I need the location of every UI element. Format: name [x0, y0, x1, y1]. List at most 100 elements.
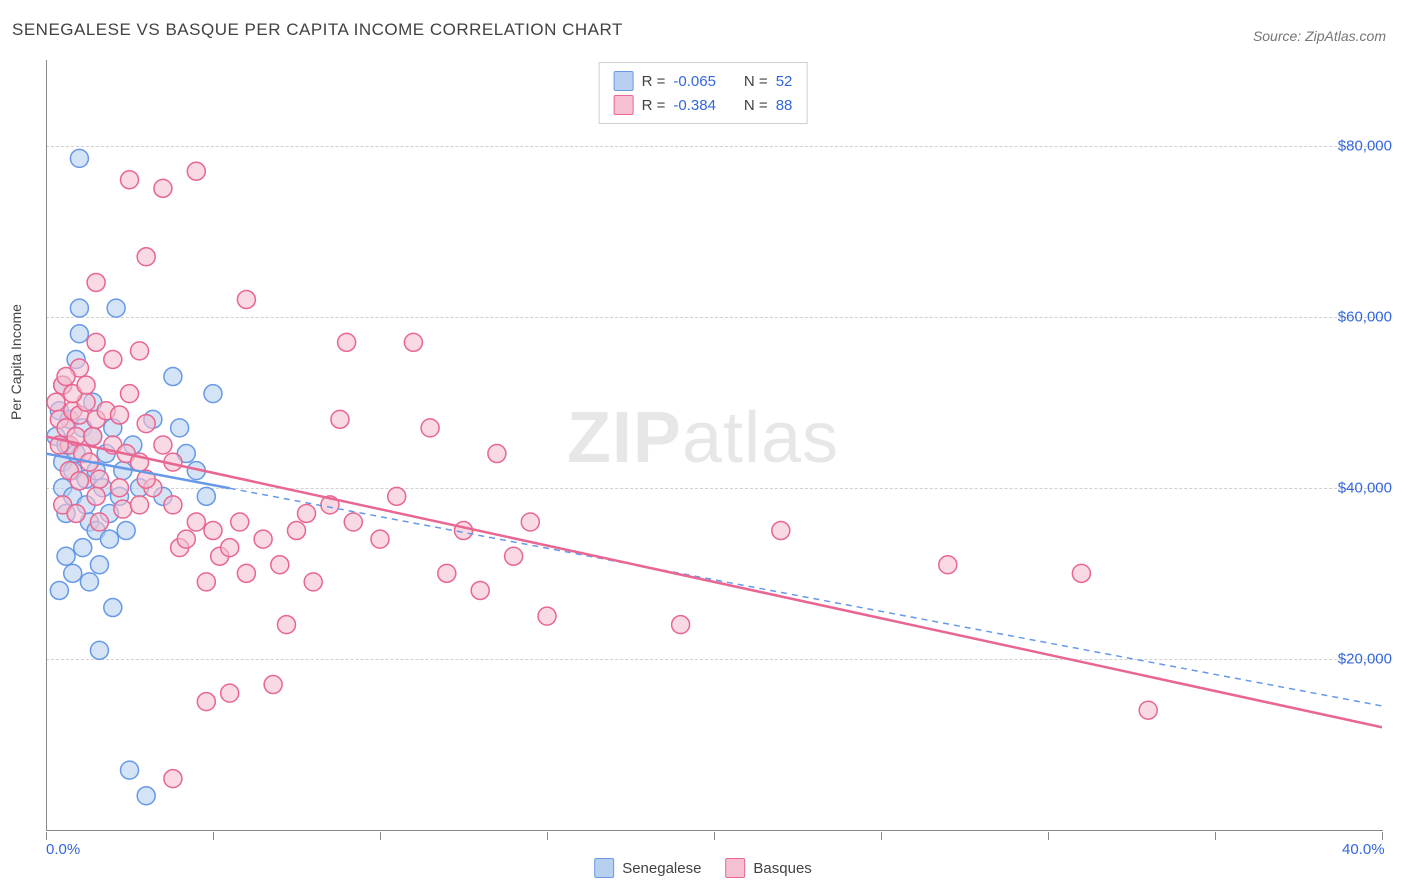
x-tick-label: 40.0% — [1342, 841, 1385, 858]
scatter-point — [121, 761, 139, 779]
y-axis-label: Per Capita Income — [8, 304, 24, 420]
legend-row: R = -0.384 N = 88 — [614, 93, 793, 117]
scatter-point — [80, 573, 98, 591]
scatter-point — [90, 556, 108, 574]
scatter-point — [237, 564, 255, 582]
scatter-point — [177, 530, 195, 548]
scatter-point — [131, 342, 149, 360]
scatter-point — [298, 504, 316, 522]
scatter-point — [371, 530, 389, 548]
legend-r-value: -0.384 — [673, 97, 716, 114]
scatter-point — [137, 787, 155, 805]
scatter-point — [107, 299, 125, 317]
trend-line-extrapolated — [230, 488, 1382, 706]
scatter-point — [117, 522, 135, 540]
scatter-point — [100, 530, 118, 548]
scatter-point — [438, 564, 456, 582]
scatter-point — [197, 573, 215, 591]
scatter-point — [110, 406, 128, 424]
legend-label: Basques — [753, 860, 811, 877]
scatter-point — [114, 500, 132, 518]
legend-label: Senegalese — [622, 860, 701, 877]
scatter-point — [538, 607, 556, 625]
scatter-point — [204, 385, 222, 403]
legend-correlation: R = -0.065 N = 52 R = -0.384 N = 88 — [599, 62, 808, 124]
legend-item: Basques — [725, 858, 811, 878]
legend-series: Senegalese Basques — [594, 858, 812, 878]
chart-container: SENEGALESE VS BASQUE PER CAPITA INCOME C… — [0, 0, 1406, 892]
scatter-point — [197, 693, 215, 711]
legend-swatch-icon — [725, 858, 745, 878]
legend-r-label: R = — [642, 73, 666, 90]
scatter-point — [64, 564, 82, 582]
scatter-point — [471, 581, 489, 599]
legend-n-label: N = — [744, 73, 768, 90]
scatter-point — [277, 616, 295, 634]
legend-swatch-icon — [614, 71, 634, 91]
scatter-point — [221, 684, 239, 702]
scatter-point — [171, 419, 189, 437]
scatter-point — [388, 487, 406, 505]
scatter-point — [254, 530, 272, 548]
scatter-point — [164, 496, 182, 514]
scatter-point — [338, 333, 356, 351]
scatter-point — [404, 333, 422, 351]
legend-row: R = -0.065 N = 52 — [614, 69, 793, 93]
scatter-point — [187, 513, 205, 531]
scatter-point — [288, 522, 306, 540]
scatter-point — [772, 522, 790, 540]
chart-title: SENEGALESE VS BASQUE PER CAPITA INCOME C… — [12, 20, 623, 40]
scatter-point — [90, 513, 108, 531]
scatter-point — [939, 556, 957, 574]
scatter-point — [84, 427, 102, 445]
scatter-point — [70, 325, 88, 343]
source-text: Source: ZipAtlas.com — [1253, 28, 1386, 44]
legend-n-value: 88 — [776, 97, 793, 114]
scatter-point — [421, 419, 439, 437]
scatter-point — [104, 599, 122, 617]
scatter-point — [87, 273, 105, 291]
scatter-point — [154, 436, 172, 454]
scatter-point — [70, 472, 88, 490]
scatter-point — [204, 522, 222, 540]
legend-item: Senegalese — [594, 858, 701, 878]
scatter-point — [70, 149, 88, 167]
scatter-point — [154, 179, 172, 197]
legend-swatch-icon — [614, 95, 634, 115]
scatter-point — [197, 487, 215, 505]
scatter-point — [87, 333, 105, 351]
scatter-point — [121, 385, 139, 403]
scatter-point — [90, 470, 108, 488]
scatter-point — [221, 539, 239, 557]
scatter-point — [57, 547, 75, 565]
scatter-point — [521, 513, 539, 531]
scatter-point — [77, 376, 95, 394]
scatter-point — [57, 368, 75, 386]
scatter-point — [74, 539, 92, 557]
legend-swatch-icon — [594, 858, 614, 878]
scatter-point — [231, 513, 249, 531]
scatter-point — [164, 368, 182, 386]
scatter-point — [164, 770, 182, 788]
legend-r-label: R = — [642, 97, 666, 114]
scatter-point — [87, 487, 105, 505]
scatter-point — [505, 547, 523, 565]
scatter-plot-svg — [46, 60, 1382, 830]
scatter-point — [70, 299, 88, 317]
scatter-point — [104, 350, 122, 368]
scatter-point — [1072, 564, 1090, 582]
scatter-point — [114, 462, 132, 480]
scatter-point — [137, 248, 155, 266]
scatter-point — [187, 162, 205, 180]
scatter-point — [137, 415, 155, 433]
scatter-point — [50, 581, 68, 599]
scatter-point — [344, 513, 362, 531]
legend-n-label: N = — [744, 97, 768, 114]
scatter-point — [672, 616, 690, 634]
scatter-point — [304, 573, 322, 591]
scatter-point — [264, 676, 282, 694]
scatter-point — [237, 291, 255, 309]
legend-n-value: 52 — [776, 73, 793, 90]
legend-r-value: -0.065 — [673, 73, 716, 90]
x-tick-label: 0.0% — [46, 841, 80, 858]
